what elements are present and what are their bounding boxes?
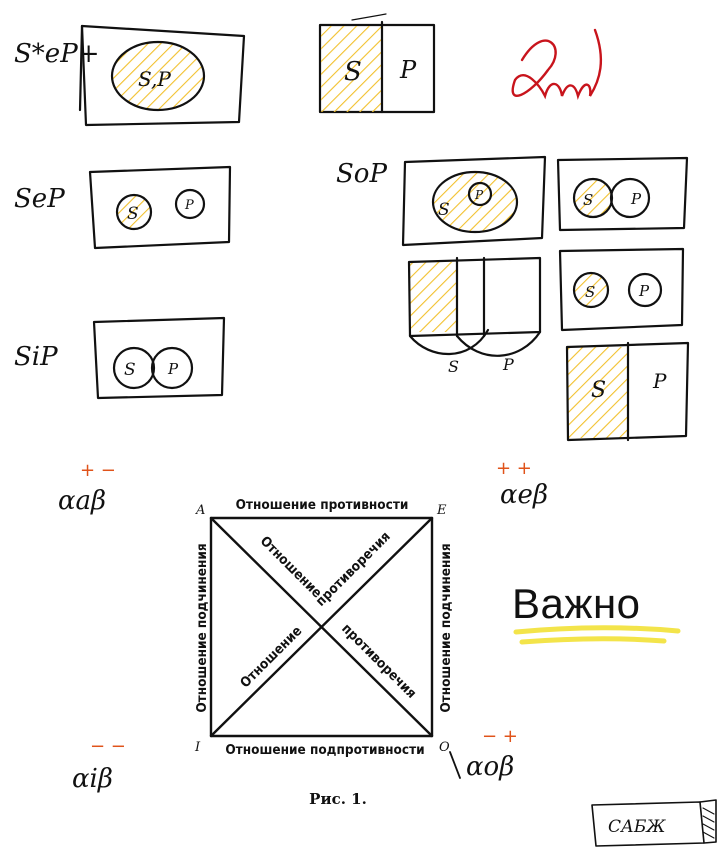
sep-s: S [127,204,139,224]
sketch-sop-box-e [565,341,690,442]
sop-d-p: P [638,282,650,300]
corner-e: E [436,503,447,518]
formula-strokes [449,751,461,779]
sketch-split-p: P [399,56,417,84]
formula-o: αoβ [466,752,514,782]
label-subalternation-left: Отношение подчинения [194,543,210,712]
stamp-text: САБЖ [608,817,666,837]
sketch-sp-split [318,13,436,114]
label-subcontrary: Отношение подпротивности [225,742,424,758]
sketch-sop-box-c [407,256,542,357]
sip-p: P [167,360,179,378]
corner-i: I [194,740,201,755]
diag-lower-right: противоречия [338,621,419,702]
sketch-inner-sp: S,P [138,67,171,91]
formula-o-signs: − + [482,726,518,747]
formula-e-signs: + + [496,458,532,479]
square-of-opposition [209,516,434,738]
sop-a-p: P [474,188,484,202]
important-note: Важно [512,580,641,627]
label-sap: S*eP+ [14,39,99,69]
signature [511,28,603,100]
formula-i: αiβ [72,764,113,794]
label-sep: SeP [14,184,65,214]
sketch-sop-box-a [401,155,547,247]
sop-d-s: S [585,283,595,301]
formula-a: αaβ [58,486,106,516]
sketch-sap-universal [78,24,246,127]
label-subalternation-right: Отношение подчинения [438,543,454,712]
sip-s: S [124,360,136,380]
formula-e: αeβ [500,480,548,510]
sketch-sep-disjoint [88,165,232,250]
sketch-sop-box-d [558,247,685,332]
stamp-box [591,799,717,847]
diag-upper-left: Отношение [257,533,325,601]
label-contrary: Отношение противности [236,497,409,513]
sep-p: P [184,198,194,213]
sop-under-p: P [502,355,514,374]
formula-a-signs: + − [80,460,116,481]
important-highlight [513,625,681,645]
sketch-sop-box-b [556,156,689,232]
formula-i-signs: − − [90,736,126,757]
sop-b-s: S [583,191,593,209]
diag-lower-left: Отношение [237,623,305,691]
sop-e-s: S [591,378,606,403]
sop-b-p: P [630,190,642,208]
corner-a: A [195,503,205,518]
sketch-split-s: S [344,57,362,87]
sop-e-p: P [652,369,667,393]
sop-under-s: S [448,357,459,376]
sketch-sip-overlap [92,316,226,400]
sop-a-s: S [438,200,450,220]
label-sip: SiP [14,342,58,372]
figure-caption: Рис. 1. [309,790,367,808]
corner-o: O [439,740,450,755]
label-sop: SoP [336,159,387,189]
